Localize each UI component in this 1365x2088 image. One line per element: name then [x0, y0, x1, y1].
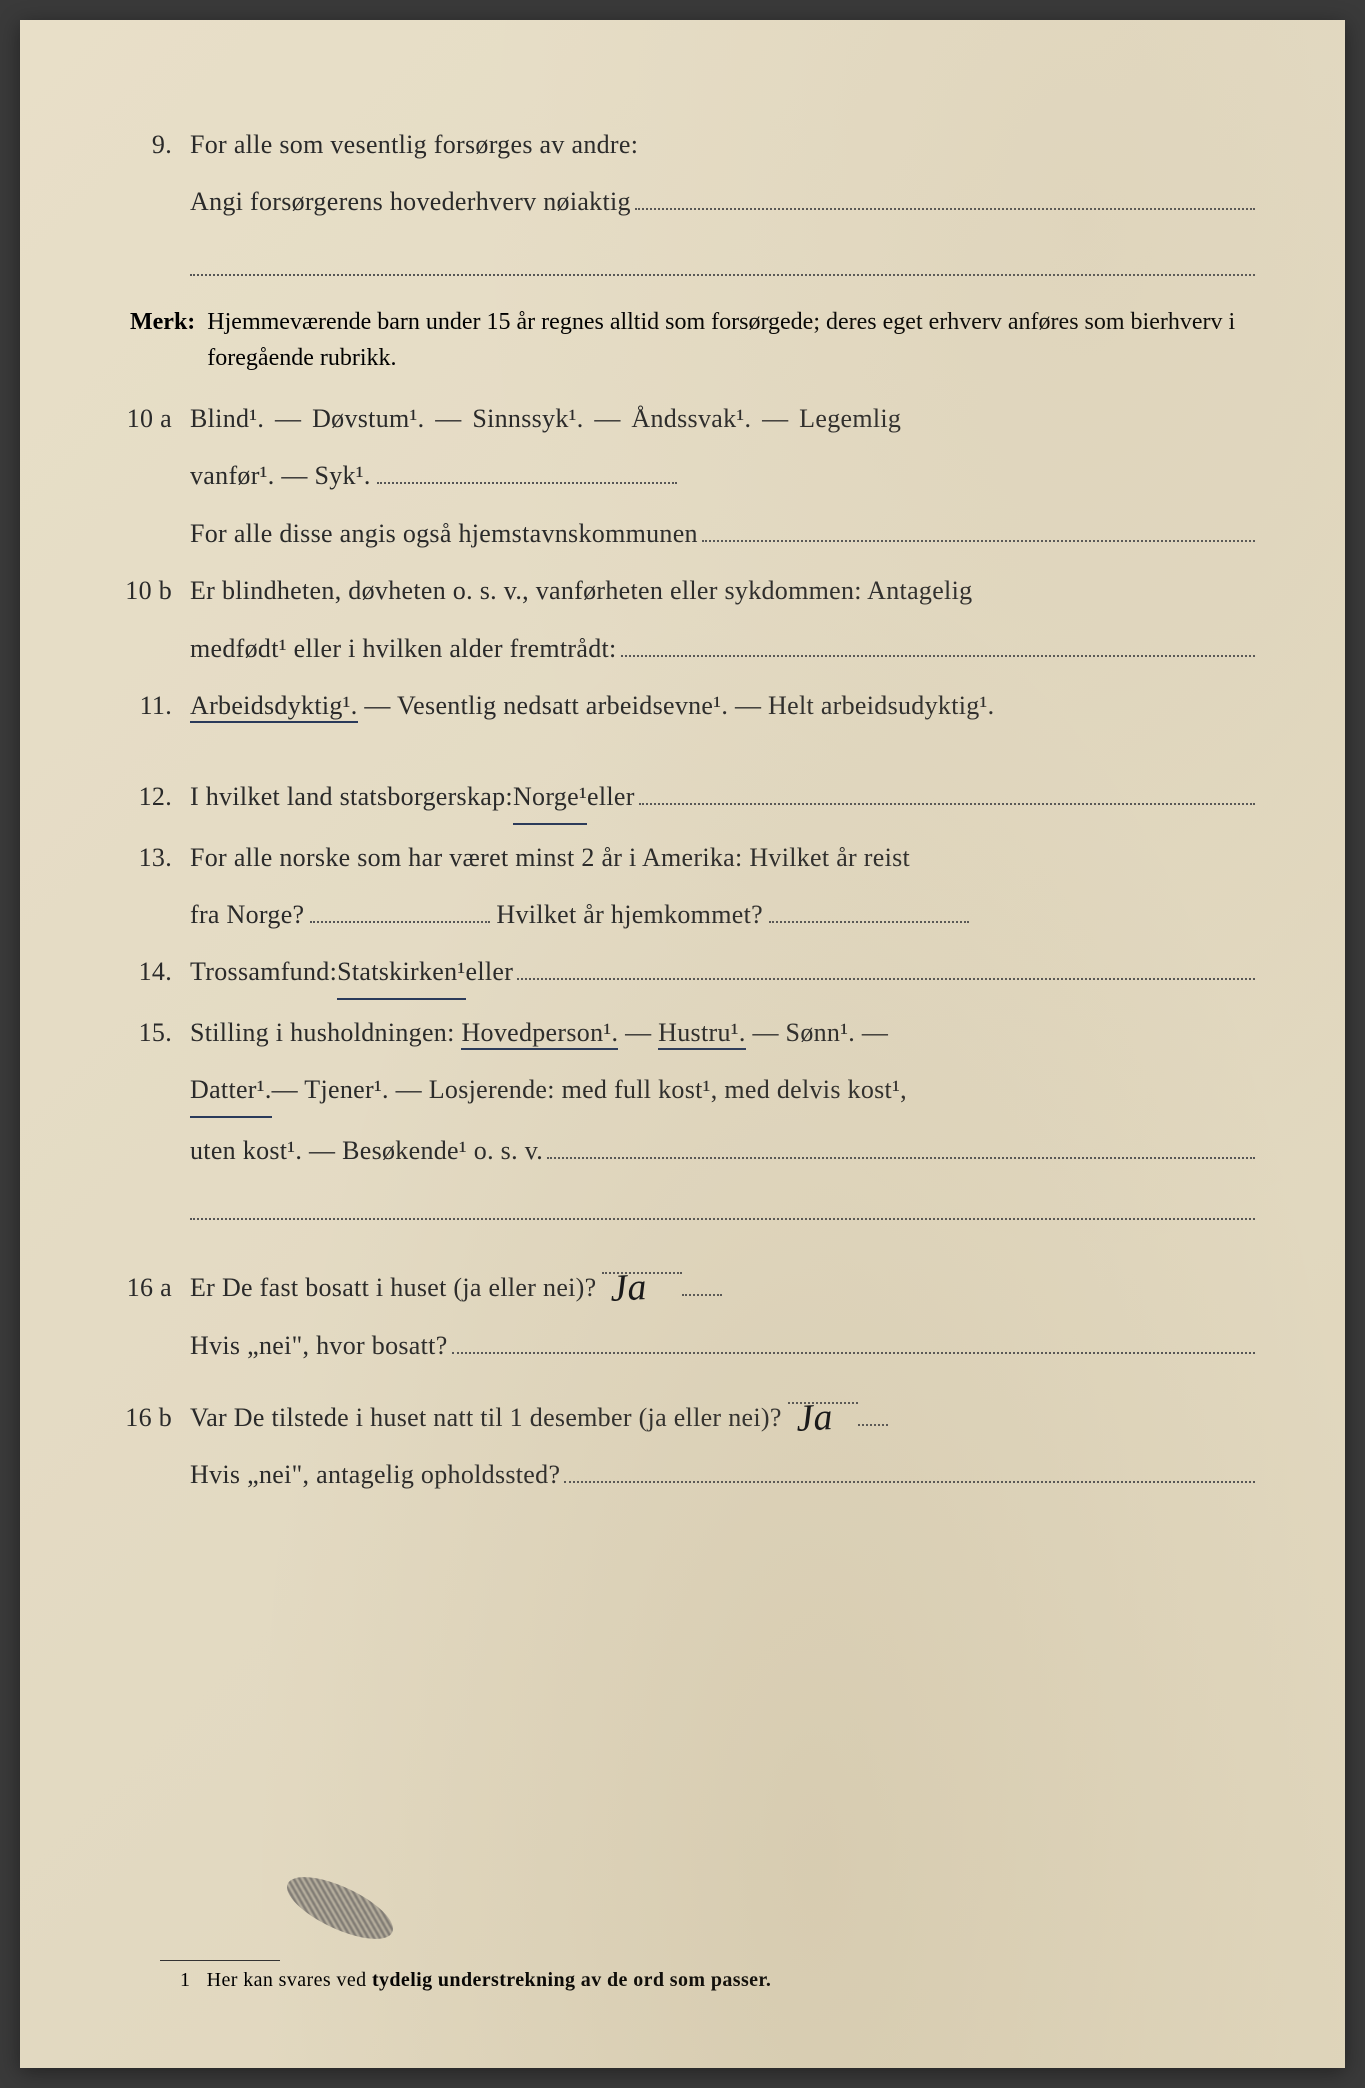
q15-content: Stilling i husholdningen: Hovedperson¹. … [190, 1008, 1255, 1057]
q15-number: 15. [120, 1008, 190, 1057]
q11-line: 11. Arbeidsdyktig¹. — Vesentlig nedsatt … [120, 681, 1255, 730]
q16b-text2: Hvis „nei", antagelig opholdssted? [190, 1450, 560, 1499]
q16a-fill2[interactable] [452, 1322, 1255, 1353]
q16b-fill1b[interactable] [858, 1400, 888, 1426]
q9-line1: 9. For alle som vesentlig forsørges av a… [120, 120, 1255, 169]
q12-number: 12. [120, 772, 190, 821]
q15-line1: 15. Stilling i husholdningen: Hovedperso… [120, 1008, 1255, 1057]
q15-line2: Datter¹. — Tjener¹. — Losjerende: med fu… [120, 1065, 1255, 1117]
note-text: Hjemmeværende barn under 15 år regnes al… [207, 304, 1255, 376]
q10a-fill[interactable] [377, 458, 677, 484]
q9-text1: For alle som vesentlig forsørges av andr… [190, 120, 1255, 169]
q15-opt1: Hovedperson¹. [461, 1018, 618, 1050]
q12-text: I hvilket land statsborgerskap: [190, 772, 513, 821]
q10b-line2: medfødt¹ eller i hvilken alder fremtrådt… [120, 624, 1255, 673]
q13-text1: For alle norske som har været minst 2 år… [190, 833, 1255, 882]
q11-rest: — Vesentlig nedsatt arbeidsevne¹. — Helt… [358, 691, 995, 720]
q16b-fill2[interactable] [564, 1452, 1255, 1483]
q16a-text1: Er De fast bosatt i huset (ja eller nei)… [190, 1263, 596, 1312]
footnote-rule [160, 1960, 280, 1961]
census-form-page: 9. For alle som vesentlig forsørges av a… [20, 20, 1345, 2068]
q11-number: 11. [120, 681, 190, 730]
q16a-fill1b[interactable] [682, 1270, 722, 1296]
q10a-line2: vanfør¹. — Syk¹. [120, 451, 1255, 500]
q10b-number: 10 b [120, 566, 190, 615]
q12-fill[interactable] [639, 774, 1255, 805]
q15-opt2: Hustru¹. [658, 1018, 745, 1050]
q10b-line1: 10 b Er blindheten, døvheten o. s. v., v… [120, 566, 1255, 615]
q13-number: 13. [120, 833, 190, 882]
footnote: 1 Her kan svares ved tydelig understrekn… [180, 1969, 1255, 1992]
q16b-answer: Ja [794, 1381, 834, 1455]
q16b-line1: 16 b Var De tilstede i huset natt til 1 … [120, 1378, 1255, 1442]
q16a-line2: Hvis „nei", hvor bosatt? [120, 1321, 1255, 1370]
q10a-text2: vanfør¹. — Syk¹. [190, 451, 371, 500]
q14-opt: Statskirken¹ [337, 947, 465, 999]
q15-after1: — Sønn¹. — [746, 1018, 889, 1047]
q16b-fill1[interactable]: Ja [788, 1378, 858, 1404]
q10a-number: 10 a [120, 394, 190, 443]
q14-text: Trossamfund: [190, 947, 337, 996]
q15-fill2[interactable] [190, 1189, 1255, 1220]
q10b-fill[interactable] [621, 625, 1255, 656]
q9-line2: Angi forsørgerens hovederhverv nøiaktig [120, 177, 1255, 226]
q15-mid: — [618, 1018, 658, 1047]
q10a-line1: 10 a Blind¹. — Døvstum¹. — Sinnssyk¹. — … [120, 394, 1255, 443]
q9-number: 9. [120, 120, 190, 169]
q15-line3: uten kost¹. — Besøkende¹ o. s. v. [120, 1126, 1255, 1175]
q16a-line1: 16 a Er De fast bosatt i huset (ja eller… [120, 1248, 1255, 1312]
q10b-text2: medfødt¹ eller i hvilken alder fremtrådt… [190, 624, 617, 673]
q11-opt1: Arbeidsdyktig¹. [190, 691, 358, 723]
q10b-text1: Er blindheten, døvheten o. s. v., vanfør… [190, 566, 1255, 615]
q10a-line3: For alle disse angis også hjemstavnskomm… [120, 509, 1255, 558]
q13-fill2[interactable] [769, 897, 969, 923]
pencil-scribble-mark [273, 1855, 407, 1960]
q9-fill[interactable] [635, 179, 1255, 210]
footnote-text: Her kan svares ved [207, 1969, 372, 1991]
q12-after: eller [587, 772, 635, 821]
footnote-bold: tydelig understrekning av de ord som pas… [372, 1969, 771, 1991]
q16b-number: 16 b [120, 1393, 190, 1442]
q10a-text3: For alle disse angis også hjemstavnskomm… [190, 509, 698, 558]
q11-content: Arbeidsdyktig¹. — Vesentlig nedsatt arbe… [190, 681, 1255, 730]
q13-text2a: fra Norge? [190, 890, 304, 939]
q13-fill1[interactable] [310, 897, 490, 923]
q10a-options: Blind¹. — Døvstum¹. — Sinnssyk¹. — Åndss… [190, 394, 1255, 443]
q10a-fill2[interactable] [702, 511, 1255, 542]
q14-number: 14. [120, 947, 190, 996]
footnote-num: 1 [180, 1969, 190, 1991]
q9-text2: Angi forsørgerens hovederhverv nøiaktig [190, 177, 631, 226]
q13-text2b: Hvilket år hjemkommet? [496, 890, 763, 939]
q16a-fill1[interactable]: Ja [602, 1248, 682, 1274]
q15-fill[interactable] [547, 1127, 1255, 1158]
q9-fill2[interactable] [190, 245, 1255, 276]
q14-line: 14. Trossamfund: Statskirken¹ eller [120, 947, 1255, 999]
q14-after: eller [466, 947, 514, 996]
q15-text: Stilling i husholdningen: [190, 1018, 461, 1047]
q16b-line2: Hvis „nei", antagelig opholdssted? [120, 1450, 1255, 1499]
note-row: Merk: Hjemmeværende barn under 15 år reg… [120, 304, 1255, 376]
q16a-number: 16 a [120, 1263, 190, 1312]
q16b-text1: Var De tilstede i huset natt til 1 desem… [190, 1393, 782, 1442]
note-label: Merk: [120, 304, 195, 340]
q15-text2: — Tjener¹. — Losjerende: med full kost¹,… [272, 1065, 907, 1114]
q15-text3: uten kost¹. — Besøkende¹ o. s. v. [190, 1126, 543, 1175]
q15-line4 [120, 1189, 1255, 1220]
q15-opt3: Datter¹. [190, 1065, 272, 1117]
q13-line1: 13. For alle norske som har været minst … [120, 833, 1255, 882]
q16a-text2: Hvis „nei", hvor bosatt? [190, 1321, 448, 1370]
q9-line3 [120, 245, 1255, 276]
q12-opt: Norge¹ [513, 772, 587, 824]
q12-line: 12. I hvilket land statsborgerskap: Norg… [120, 772, 1255, 824]
q14-fill[interactable] [517, 949, 1255, 980]
q16a-answer: Ja [609, 1251, 649, 1325]
q13-line2: fra Norge? Hvilket år hjemkommet? [120, 890, 1255, 939]
